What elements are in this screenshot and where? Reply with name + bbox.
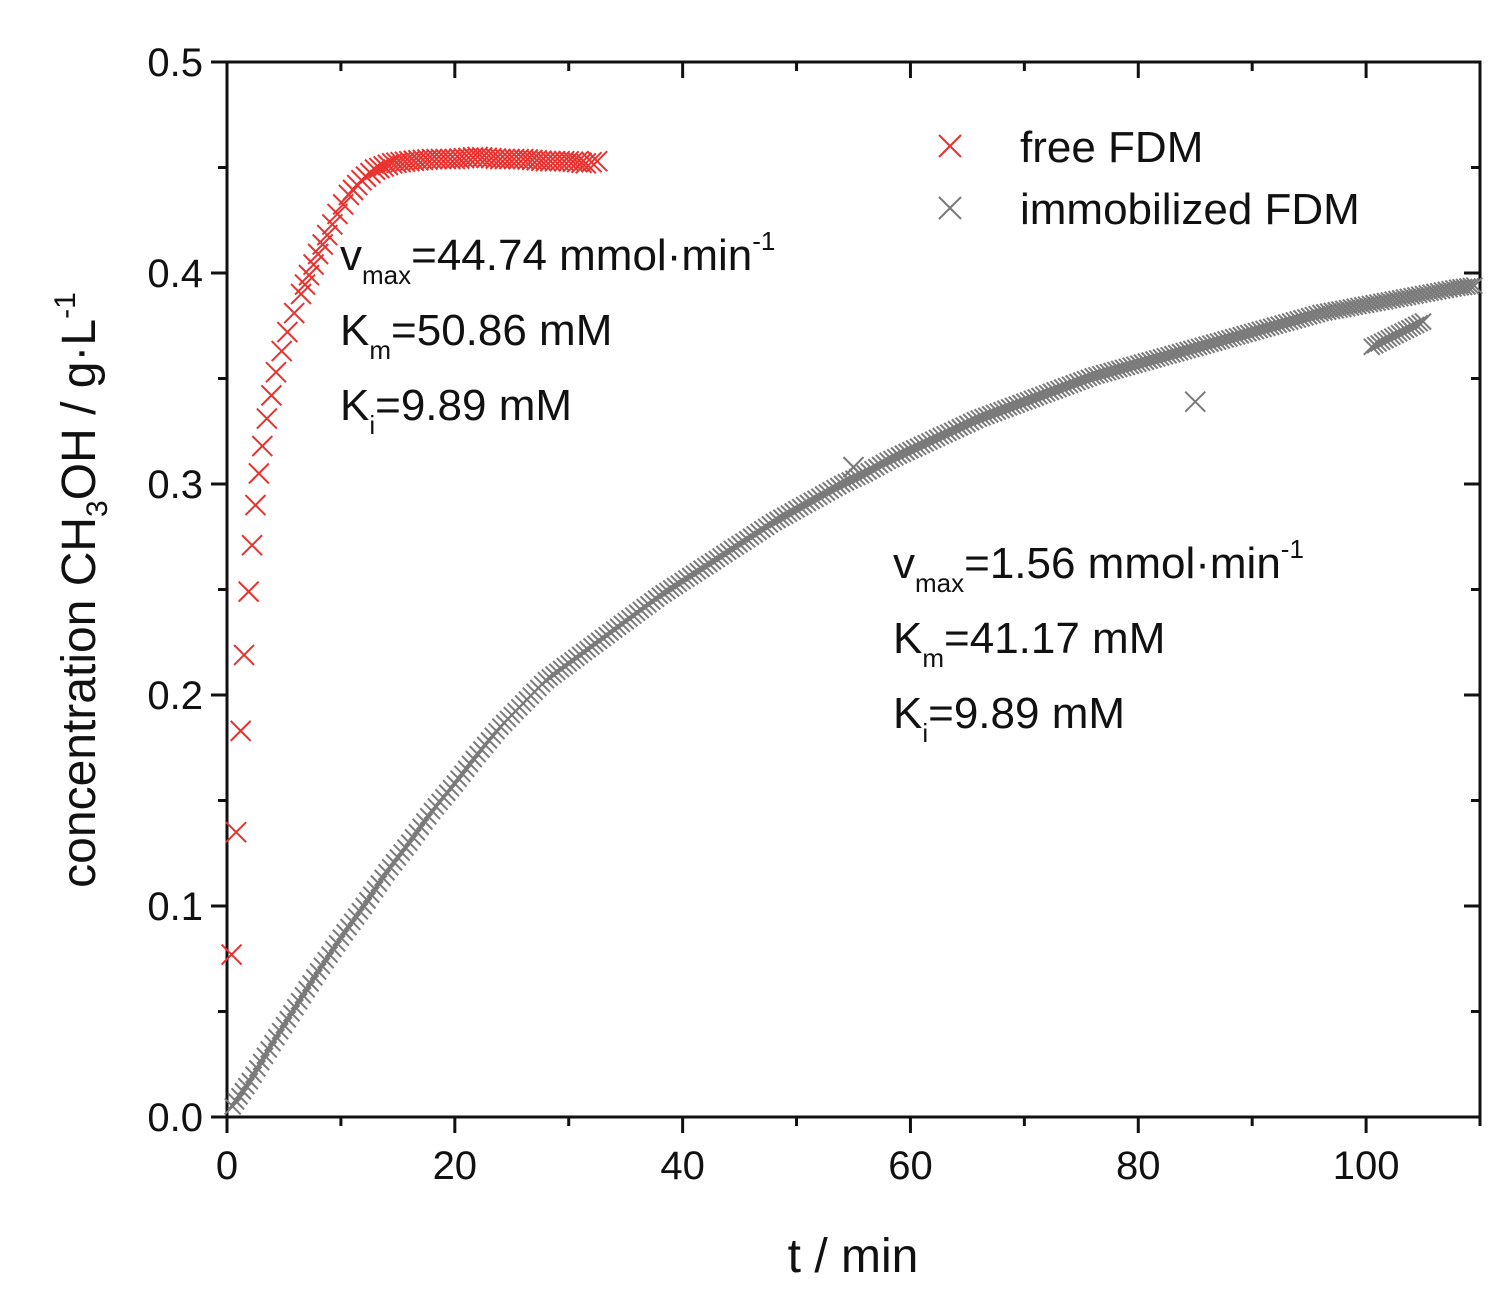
free-fdm-marker xyxy=(248,462,270,485)
immobilized-fdm-marker xyxy=(223,1097,242,1116)
free-fdm-marker xyxy=(251,435,274,457)
x-tick-label: 60 xyxy=(888,1144,933,1188)
immobilized-fdm-marker xyxy=(366,880,384,898)
y-axis-title-middle: OH / g·L xyxy=(53,319,106,500)
immobilized-fdm-marker xyxy=(339,918,358,936)
immobilized-fdm-outlier xyxy=(842,456,865,478)
legend-marker xyxy=(938,196,962,220)
free-fdm-marker xyxy=(265,361,287,383)
y-tick-label: 0.3 xyxy=(147,463,203,507)
annotation-line: vmax=1.56 mmol·min-1 xyxy=(893,534,1304,598)
free-fdm-marker xyxy=(276,321,299,343)
free-fdm-marker xyxy=(586,150,608,172)
free-fdm-marker xyxy=(244,494,267,516)
immobilized-fdm-marker xyxy=(328,934,346,952)
x-tick-label: 0 xyxy=(216,1144,238,1188)
legend-marker xyxy=(938,134,962,158)
immobilized-fdm-marker xyxy=(419,807,437,826)
immobilized-fdm-marker xyxy=(1462,277,1480,295)
immobilized-fdm-marker xyxy=(230,1087,249,1106)
y-tick-label: 0.5 xyxy=(147,41,203,85)
immobilized-fdm-marker xyxy=(335,923,354,942)
immobilized-fdm-marker xyxy=(400,833,418,852)
axis-ticks xyxy=(211,60,1482,1133)
annotation-line: Ki=9.89 mM xyxy=(340,381,572,440)
free-fdm-marker xyxy=(316,224,338,246)
free-fdm-marker xyxy=(283,302,305,324)
free-fdm-marker xyxy=(326,203,349,225)
immobilized-fdm-marker xyxy=(354,897,373,915)
annotation-line: Km=50.86 mM xyxy=(340,306,612,365)
immobilized-fdm-outlier xyxy=(1184,391,1206,413)
x-tick-label: 20 xyxy=(433,1144,478,1188)
data-markers xyxy=(220,146,1484,1116)
immobilized-fdm-marker xyxy=(1414,312,1432,331)
x-axis-title: t / min xyxy=(788,1230,919,1283)
fit-annotations: vmax=44.74 mmol·min-1 Km=50.86 mM Ki=9.89 … xyxy=(340,226,1304,748)
immobilized-fdm-marker xyxy=(358,891,377,910)
immobilized-fdm-marker xyxy=(373,869,392,887)
y-tick-label: 0.1 xyxy=(147,885,203,929)
y-axis-title-prefix: concentration CH xyxy=(53,517,106,888)
free-fdm-marker xyxy=(372,155,395,178)
legend-label: immobilized FDM xyxy=(1020,185,1360,234)
free-fdm-marker xyxy=(364,158,386,181)
immobilized-fdm-marker xyxy=(362,886,380,904)
legend-label: free FDM xyxy=(1020,123,1203,172)
free-fdm-marker xyxy=(302,253,325,276)
immobilized-fdm-marker xyxy=(370,874,388,893)
immobilized-fdm-marker xyxy=(351,902,369,920)
x-tick-label: 40 xyxy=(660,1144,705,1188)
immobilized-fdm-marker xyxy=(324,940,343,958)
immobilized-fdm-marker xyxy=(320,945,339,964)
free-fdm-marker xyxy=(298,264,320,286)
immobilized-fdm-marker xyxy=(1444,279,1463,298)
y-axis-title-sub: 3 xyxy=(81,500,114,517)
annotation-line: Ki=9.89 mM xyxy=(893,689,1125,748)
free-fdm-marker xyxy=(256,407,278,430)
axis-tick-labels: 0 20 40 60 80 100 0.0 0.1 0.2 0.3 0.4 0.5 xyxy=(147,41,1399,1188)
annotation-line: vmax=44.74 mmol·min-1 xyxy=(340,226,775,290)
immobilized-fdm-marker xyxy=(234,1082,252,1100)
y-axis-title: concentration CH3OH / g·L-1 xyxy=(49,292,114,888)
immobilized-fdm-marker xyxy=(1440,280,1459,298)
y-tick-label: 0.2 xyxy=(147,674,203,718)
x-tick-label: 100 xyxy=(1333,1144,1400,1188)
free-fdm-marker xyxy=(332,193,354,216)
immobilized-fdm-marker xyxy=(317,951,335,969)
free-fdm-marker xyxy=(270,340,293,362)
immobilized-fdm-marker xyxy=(332,928,350,947)
free-fdm-marker xyxy=(260,384,283,407)
immobilized-fdm-marker xyxy=(347,907,365,926)
free-fdm-marker xyxy=(377,154,399,176)
annotation-line: Km=41.17 mM xyxy=(893,614,1165,673)
immobilized-fdm-marker xyxy=(1410,314,1429,332)
free-fdm-marker xyxy=(233,644,255,666)
immobilized-fdm-marker xyxy=(408,823,426,841)
immobilized-fdm-marker xyxy=(1465,276,1484,295)
x-tick-label: 80 xyxy=(1116,1144,1161,1188)
y-tick-label: 0.4 xyxy=(147,252,203,296)
free-fdm-marker xyxy=(368,157,391,179)
free-fdm-marker xyxy=(237,580,260,603)
free-fdm-marker xyxy=(321,213,344,236)
free-fdm-marker xyxy=(229,720,252,742)
immobilized-fdm-marker xyxy=(415,812,434,831)
y-tick-label: 0.0 xyxy=(147,1096,203,1140)
immobilized-fdm-marker xyxy=(343,913,362,931)
immobilized-fdm-marker xyxy=(411,818,430,836)
immobilized-fdm-marker xyxy=(237,1077,256,1095)
free-fdm-marker xyxy=(580,151,603,173)
immobilized-fdm-marker xyxy=(227,1092,245,1111)
legend: free FDM immobilized FDM xyxy=(938,123,1360,234)
immobilized-fdm-marker xyxy=(1458,277,1477,296)
free-fdm-marker xyxy=(225,821,247,843)
immobilized-fdm-marker xyxy=(404,828,422,847)
y-axis-title-sup: -1 xyxy=(49,292,82,319)
free-fdm-marker xyxy=(241,534,263,556)
free-fdm-marker xyxy=(220,943,243,966)
immobilized-fdm-marker xyxy=(313,957,331,975)
